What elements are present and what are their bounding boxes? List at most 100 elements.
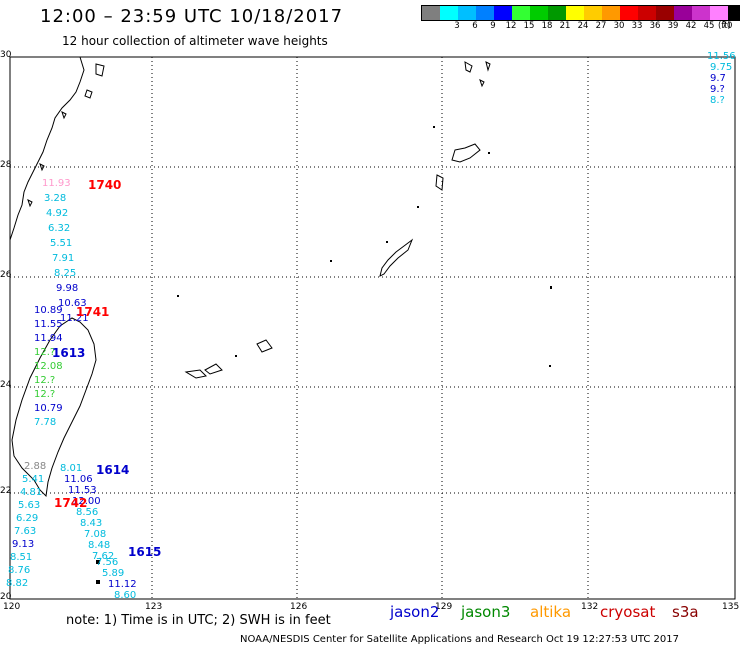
map-frame [9, 56, 736, 600]
wave-height-value: 8.76 [8, 565, 31, 576]
lat-label-28: 28 [0, 160, 12, 170]
wave-height-value: 9.75 [710, 62, 733, 73]
scale-label: 36 [649, 21, 661, 31]
wave-height-value: 8.60 [114, 590, 137, 601]
wave-height-value: 11.93 [42, 178, 71, 189]
scale-swatch [458, 6, 476, 20]
lon-label-123: 123 [145, 602, 163, 612]
wave-height-value: 12.? [34, 389, 56, 400]
scale-label: 15 [523, 21, 535, 31]
wave-height-value: 7.91 [52, 253, 75, 264]
wave-height-value: 9.13 [12, 539, 35, 550]
lat-label-30: 30 [0, 50, 12, 60]
scale-unit-label: (ft) [718, 21, 731, 31]
lon-label-129: 129 [435, 602, 453, 612]
amami-islands [435, 143, 481, 191]
pass-time-label: 1613 [52, 346, 86, 360]
scale-label: 27 [595, 21, 607, 31]
scale-swatch [440, 6, 458, 20]
wave-height-value: 9.? [710, 84, 725, 95]
wave-height-value: 10.63 [58, 298, 87, 309]
credit-line: NOAA/NESDIS Center for Satellite Applica… [240, 634, 679, 645]
lat-label-26: 26 [0, 270, 12, 280]
scale-label: 24 [577, 21, 589, 31]
scale-label: 30 [613, 21, 625, 31]
scale-swatch [602, 6, 620, 20]
wave-height-value: 8.01 [60, 463, 83, 474]
small-islands [96, 126, 552, 584]
okinawa-island [379, 238, 414, 277]
lon-label-132: 132 [581, 602, 599, 612]
wave-height-value: 7.56 [96, 557, 119, 568]
china-coastline [9, 56, 85, 241]
scale-label: 42 [685, 21, 697, 31]
legend-cryosat: cryosat [600, 603, 656, 621]
scale-label: 45 [703, 21, 715, 31]
lat-label-24: 24 [0, 380, 12, 390]
wave-height-value: 8.? [710, 95, 725, 106]
wave-height-value: 5.89 [102, 568, 125, 579]
scale-swatch [566, 6, 584, 20]
wave-height-value: 11.21 [60, 313, 89, 324]
wave-height-value: 5.63 [18, 500, 41, 511]
lat-lon-grid [10, 57, 735, 599]
wave-height-value: 9.98 [56, 283, 79, 294]
wave-height-value: 11.06 [64, 474, 93, 485]
scale-swatch [728, 6, 740, 20]
lon-label-135: 135 [722, 602, 740, 612]
kyushu-coastline [464, 61, 491, 88]
wave-height-value: 11.56 [707, 51, 736, 62]
scale-label: 9 [490, 21, 496, 31]
wave-height-value: 8.56 [76, 507, 99, 518]
scale-label: 18 [541, 21, 553, 31]
scale-swatch [530, 6, 548, 20]
miyako-yaeyama-islands [184, 339, 273, 379]
coastal-islands [27, 63, 105, 208]
wave-height-value: 5.51 [50, 238, 73, 249]
scale-label: 33 [631, 21, 643, 31]
scale-swatch [512, 6, 530, 20]
wave-height-value: 8.82 [6, 578, 29, 589]
legend-jason2: jason2 [390, 603, 440, 621]
taiwan-island [11, 317, 97, 498]
map-title: 12:00 – 23:59 UTC 10/18/2017 [40, 6, 344, 27]
scale-swatch [656, 6, 674, 20]
wave-height-value: 7.63 [14, 526, 37, 537]
pass-time-label: 1742 [54, 496, 88, 510]
wave-height-value: 10.79 [34, 403, 63, 414]
scale-label: 6 [472, 21, 478, 31]
pass-time-label: 1740 [88, 178, 122, 192]
scale-label: 12 [505, 21, 517, 31]
wave-height-value: 6.29 [16, 513, 39, 524]
lon-label-126: 126 [290, 602, 308, 612]
wave-height-value: 7.08 [84, 529, 107, 540]
pass-time-label: 1614 [96, 463, 130, 477]
wave-height-value: 12.08 [34, 361, 63, 372]
wave-height-value: 11.94 [34, 333, 63, 344]
lat-label-22: 22 [0, 486, 12, 496]
lat-label-20: 20 [0, 592, 12, 602]
wave-height-value: 9.7 [710, 73, 726, 84]
wave-height-value: 4.81 [20, 487, 43, 498]
scale-label: 70 [721, 21, 733, 31]
scale-swatch [638, 6, 656, 20]
wave-height-value: 7.62 [92, 551, 115, 562]
pass-time-label: 1741 [76, 305, 110, 319]
wave-height-value: 8.43 [80, 518, 103, 529]
scale-label: 21 [559, 21, 571, 31]
scale-swatch [476, 6, 494, 20]
wave-height-value: 12.? [34, 347, 56, 358]
scale-label: 3 [454, 21, 460, 31]
scale-swatch [422, 6, 440, 20]
legend-jason3: jason3 [461, 603, 511, 621]
map-subtitle: 12 hour collection of altimeter wave hei… [62, 34, 328, 48]
wave-height-value: 6.32 [48, 223, 71, 234]
wave-height-color-scale [421, 5, 740, 21]
wave-height-value: 11.55 [34, 319, 63, 330]
wave-height-value: 7.78 [34, 417, 57, 428]
wave-height-value: 8.25 [54, 268, 77, 279]
scale-swatch [494, 6, 512, 20]
scale-swatch [584, 6, 602, 20]
wave-height-value: 8.51 [10, 552, 33, 563]
